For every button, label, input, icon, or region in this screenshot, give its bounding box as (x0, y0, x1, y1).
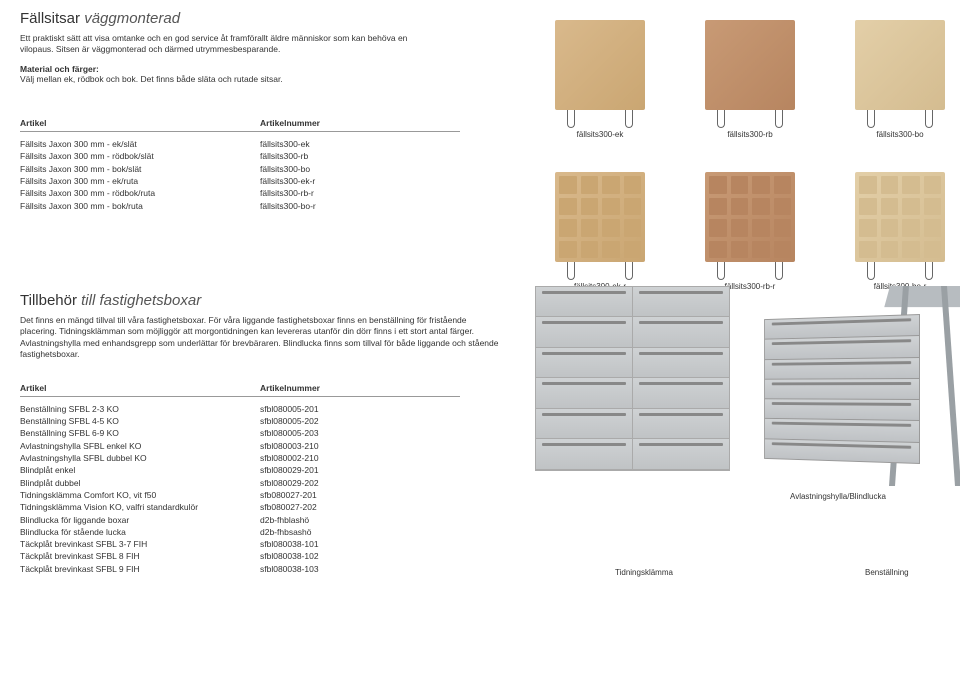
cell-artnum: sfb080027-202 (260, 501, 460, 513)
section-tillbehor: Tillbehör till fastighetsboxar Det finns… (20, 292, 940, 575)
table-row: Fällsits Jaxon 300 mm - rödbok/rutafälls… (20, 187, 460, 199)
table-row: Fällsits Jaxon 300 mm - bok/rutafällsits… (20, 200, 460, 212)
caption-avlast: Avlastningshylla/Blindlucka (790, 492, 886, 501)
table2-body: Benställning SFBL 2-3 KOsfbl080005-201Be… (20, 403, 460, 575)
cell-artikel: Täckplåt brevinkast SFBL 3-7 FIH (20, 538, 260, 550)
cell-artnum: fällsits300-bo (260, 163, 460, 175)
cell-artikel: Fällsits Jaxon 300 mm - ek/ruta (20, 175, 260, 187)
cell-artikel: Tidningsklämma Vision KO, valfri standar… (20, 501, 260, 513)
table-row: Benställning SFBL 6-9 KOsfbl080005-203 (20, 427, 460, 439)
table-row: Tidningsklämma Vision KO, valfri standar… (20, 501, 460, 513)
seat-images-bottom: fällsits300-ek-r fällsits300-rb-r fällsi… (540, 166, 960, 291)
cell-artnum: sfbl080005-202 (260, 415, 460, 427)
intro2-text: Det finns en mängd tillval till våra fas… (20, 315, 500, 361)
cell-artikel: Benställning SFBL 4-5 KO (20, 415, 260, 427)
cell-artnum: sfbl080038-103 (260, 563, 460, 575)
table-row: Täckplåt brevinkast SFBL 8 FIHsfbl080038… (20, 550, 460, 562)
table-row: Blindlucka för stående luckad2b-fhbsashö (20, 526, 460, 538)
table1-header: Artikel Artikelnummer (20, 118, 460, 132)
seat-images-top: fällsits300-ek fällsits300-rb fällsits30… (540, 14, 960, 139)
caption-tidning: Tidningsklämma (615, 568, 673, 577)
cell-artikel: Fällsits Jaxon 300 mm - ek/slät (20, 138, 260, 150)
cell-artikel: Benställning SFBL 6-9 KO (20, 427, 260, 439)
table-row: Fällsits Jaxon 300 mm - ek/rutafällsits3… (20, 175, 460, 187)
cell-artikel: Fällsits Jaxon 300 mm - bok/slät (20, 163, 260, 175)
cell-artnum: fällsits300-rb-r (260, 187, 460, 199)
cell-artikel: Blindlucka för stående lucka (20, 526, 260, 538)
cell-artnum: sfb080027-201 (260, 489, 460, 501)
th2-artnum: Artikelnummer (260, 383, 460, 393)
cell-artikel: Täckplåt brevinkast SFBL 8 FIH (20, 550, 260, 562)
seat-redbeech-grid: fällsits300-rb-r (690, 166, 810, 291)
table-row: Blindlucka för liggande boxard2b-fhblash… (20, 514, 460, 526)
table-row: Fällsits Jaxon 300 mm - ek/slätfällsits3… (20, 138, 460, 150)
cell-artnum: fällsits300-bo-r (260, 200, 460, 212)
th2-artikel: Artikel (20, 383, 260, 393)
caption-beech: fällsits300-bo (876, 130, 923, 139)
intro-text: Ett praktiskt sätt att visa omtanke och … (20, 33, 440, 56)
cell-artikel: Fällsits Jaxon 300 mm - bok/ruta (20, 200, 260, 212)
cell-artikel: Täckplåt brevinkast SFBL 9 FIH (20, 563, 260, 575)
table-row: Avlastningshylla SFBL enkel KOsfbl080003… (20, 440, 460, 452)
table-row: Benställning SFBL 2-3 KOsfbl080005-201 (20, 403, 460, 415)
cell-artnum: d2b-fhblashö (260, 514, 460, 526)
cell-artikel: Fällsits Jaxon 300 mm - rödbok/slät (20, 150, 260, 162)
heading2-accent: till fastighetsboxar (81, 292, 201, 309)
cell-artnum: sfbl080029-201 (260, 464, 460, 476)
heading2-main: Tillbehör (20, 292, 77, 309)
cell-artnum: fällsits300-rb (260, 150, 460, 162)
cell-artnum: sfbl080003-210 (260, 440, 460, 452)
cell-artnum: fällsits300-ek (260, 138, 460, 150)
heading-main: Fällsitsar (20, 10, 80, 27)
table-row: Tidningsklämma Comfort KO, vit f50sfb080… (20, 489, 460, 501)
cell-artnum: sfbl080038-102 (260, 550, 460, 562)
table-row: Fällsits Jaxon 300 mm - rödbok/slätfälls… (20, 150, 460, 162)
cell-artikel: Avlastningshylla SFBL enkel KO (20, 440, 260, 452)
table-row: Täckplåt brevinkast SFBL 9 FIHsfbl080038… (20, 563, 460, 575)
seat-beech-grid: fällsits300-bo-r (840, 166, 960, 291)
cell-artnum: sfbl080038-101 (260, 538, 460, 550)
cell-artnum: d2b-fhbsashö (260, 526, 460, 538)
seat-oak: fällsits300-ek (540, 14, 660, 139)
caption-redbeech: fällsits300-rb (727, 130, 772, 139)
cell-artikel: Fällsits Jaxon 300 mm - rödbok/ruta (20, 187, 260, 199)
seat-beech: fällsits300-bo (840, 14, 960, 139)
th-artikel: Artikel (20, 118, 260, 128)
shelf-image (750, 286, 960, 486)
cell-artikel: Avlastningshylla SFBL dubbel KO (20, 452, 260, 464)
th-artnum: Artikelnummer (260, 118, 460, 128)
cell-artnum: sfbl080005-203 (260, 427, 460, 439)
table1-body: Fällsits Jaxon 300 mm - ek/slätfällsits3… (20, 138, 460, 212)
table-row: Blindplåt enkelsfbl080029-201 (20, 464, 460, 476)
cell-artikel: Tidningsklämma Comfort KO, vit f50 (20, 489, 260, 501)
table-row: Avlastningshylla SFBL dubbel KOsfbl08000… (20, 452, 460, 464)
heading-accent: väggmonterad (84, 10, 180, 27)
cell-artikel: Blindplåt dubbel (20, 477, 260, 489)
cell-artikel: Blindlucka för liggande boxar (20, 514, 260, 526)
table2-header: Artikel Artikelnummer (20, 383, 460, 397)
caption-benst: Benställning (865, 568, 909, 577)
cell-artikel: Blindplåt enkel (20, 464, 260, 476)
cell-artnum: fällsits300-ek-r (260, 175, 460, 187)
cell-artikel: Benställning SFBL 2-3 KO (20, 403, 260, 415)
cell-artnum: sfbl080029-202 (260, 477, 460, 489)
seat-redbeech: fällsits300-rb (690, 14, 810, 139)
table-row: Blindplåt dubbelsfbl080029-202 (20, 477, 460, 489)
seat-oak-grid: fällsits300-ek-r (540, 166, 660, 291)
cell-artnum: sfbl080002-210 (260, 452, 460, 464)
cell-artnum: sfbl080005-201 (260, 403, 460, 415)
table-row: Benställning SFBL 4-5 KOsfbl080005-202 (20, 415, 460, 427)
table-row: Fällsits Jaxon 300 mm - bok/slätfällsits… (20, 163, 460, 175)
section-fallsitsar: Fällsitsar väggmonterad Ett praktiskt sä… (20, 10, 940, 212)
cabinet-image (535, 286, 730, 471)
caption-oak: fällsits300-ek (577, 130, 624, 139)
table-row: Täckplåt brevinkast SFBL 3-7 FIHsfbl0800… (20, 538, 460, 550)
